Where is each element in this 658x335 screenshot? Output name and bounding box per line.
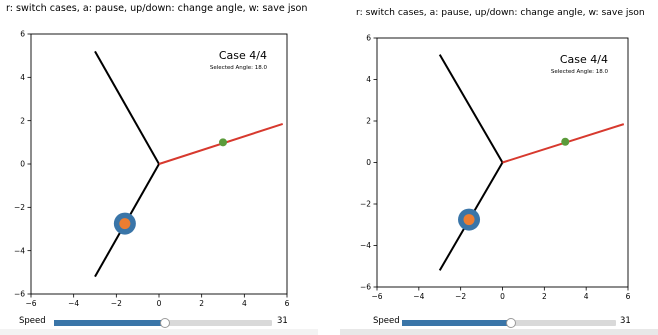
case-label: Case 4/4 — [560, 53, 608, 66]
plot-panel-left: r: switch cases, a: pause, up/down: chan… — [0, 0, 318, 335]
chart: −6 −4 −2 0 2 4 6 6 4 2 0 −2 −4 −6 Case 4/4 Selected Ang… — [360, 34, 631, 301]
y-tick-label: −2 — [14, 203, 25, 212]
speed-slider-handle[interactable] — [505, 318, 516, 328]
x-tick-label: 0 — [500, 292, 505, 301]
speed-slider[interactable] — [54, 318, 272, 328]
y-tick-label: −6 — [14, 290, 25, 299]
series-line-1 — [94, 50, 160, 165]
x-tick-label: 2 — [542, 292, 547, 301]
speed-slider-fill — [402, 320, 511, 326]
y-tick-label: 6 — [20, 30, 25, 39]
y-tick-label: 2 — [20, 116, 25, 125]
selected-angle-label: Selected Angle: 18.0 — [210, 65, 268, 71]
y-tick-label: 0 — [20, 160, 25, 169]
plot-panel-right: r: switch cases, a: pause, up/down: chan… — [340, 0, 658, 335]
x-tick-label: 2 — [199, 299, 204, 308]
marker-2 — [463, 214, 475, 226]
y-tick-label: 0 — [366, 158, 371, 167]
speed-slider-handle[interactable] — [159, 318, 170, 328]
speed-value: 31 — [277, 316, 288, 326]
instructions-title: r: switch cases, a: pause, up/down: chan… — [356, 7, 645, 18]
case-label: Case 4/4 — [219, 49, 267, 62]
y-tick-label: 4 — [366, 75, 371, 84]
y-tick-label: 4 — [20, 73, 25, 82]
x-tick-label: 6 — [285, 299, 290, 308]
x-tick-label: −4 — [413, 292, 424, 301]
speed-label: Speed — [373, 316, 400, 326]
x-tick-label: 0 — [157, 299, 162, 308]
x-tick-label: −4 — [68, 299, 79, 308]
x-tick-label: −2 — [455, 292, 466, 301]
y-tick-label: 2 — [366, 117, 371, 126]
speed-slider-fill — [54, 320, 165, 326]
x-tick-label: 4 — [242, 299, 247, 308]
x-tick-label: 4 — [584, 292, 589, 301]
y-tick-label: 6 — [366, 34, 371, 43]
series-line-1 — [438, 54, 504, 164]
x-tick-label: −2 — [111, 299, 122, 308]
y-tick-label: −4 — [360, 241, 371, 250]
x-tick-label: −6 — [371, 292, 382, 301]
marker-3 — [219, 138, 227, 147]
speed-value: 31 — [620, 316, 631, 326]
selected-angle-label: Selected Angle: 18.0 — [551, 69, 609, 75]
y-tick-label: −2 — [360, 200, 371, 209]
y-tick-label: −4 — [14, 246, 25, 255]
bottom-strip — [340, 329, 658, 335]
bottom-strip — [0, 329, 318, 335]
instructions-title: r: switch cases, a: pause, up/down: chan… — [6, 3, 308, 14]
y-tick-label: −6 — [360, 283, 371, 292]
marker-2 — [119, 218, 131, 230]
x-tick-label: −6 — [25, 299, 36, 308]
speed-label: Speed — [19, 316, 46, 326]
chart: −6 −4 −2 0 2 4 6 6 4 2 0 −2 −4 −6 Case 4/4 Selected Ang… — [14, 30, 290, 308]
marker-3 — [561, 137, 570, 146]
x-tick-label: 6 — [626, 292, 631, 301]
speed-slider[interactable] — [402, 318, 616, 328]
